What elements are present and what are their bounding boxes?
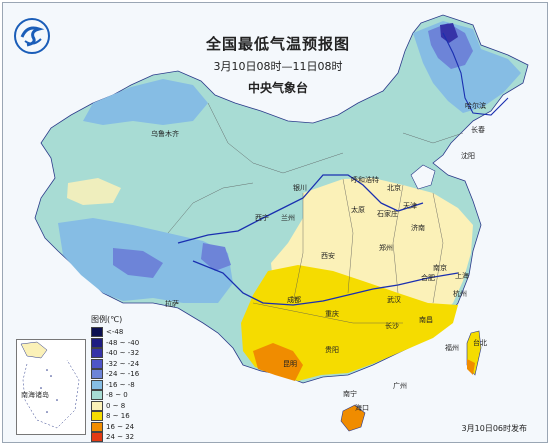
city-label: 台北 bbox=[473, 339, 487, 347]
city-label: 银川 bbox=[293, 184, 307, 192]
city-label: 北京 bbox=[387, 184, 401, 192]
city-label: 福州 bbox=[445, 344, 459, 352]
legend-swatch bbox=[91, 421, 103, 432]
south-china-sea-inset: 南海诸岛 bbox=[16, 339, 86, 435]
legend: 图例(℃) <-48 -48 ~ -40 -40 ~ -32 -32 ~ -24 -24… bbox=[91, 314, 140, 444]
legend-swatch bbox=[91, 348, 103, 359]
city-label: 沈阳 bbox=[461, 152, 475, 160]
zone-0-8-tarim bbox=[67, 178, 121, 205]
legend-item: 24 ~ 32 bbox=[91, 432, 139, 442]
city-label: 天津 bbox=[403, 202, 417, 210]
legend-swatch bbox=[91, 358, 103, 369]
legend-label: 24 ~ 32 bbox=[106, 433, 135, 442]
city-label: 西安 bbox=[321, 252, 335, 260]
cma-logo-icon bbox=[14, 18, 50, 54]
legend-label: -8 ~ 0 bbox=[106, 391, 128, 400]
city-label: 重庆 bbox=[325, 310, 339, 318]
zone-16-24-hainan bbox=[340, 404, 366, 432]
city-label: 乌鲁木齐 bbox=[151, 130, 179, 138]
legend-label: -32 ~ -24 bbox=[106, 359, 140, 368]
yangtze-river bbox=[192, 260, 459, 306]
zone-16-24-taiwan-south bbox=[467, 359, 475, 375]
legend-label: 8 ~ 16 bbox=[106, 412, 130, 421]
forecast-period: 3月10日08时—11日08时 bbox=[213, 60, 343, 73]
city-label: 海口 bbox=[355, 404, 369, 412]
legend-item: -24 ~ -16 bbox=[91, 369, 139, 380]
inset-label: 南海诸岛 bbox=[21, 391, 49, 399]
city-label: 长春 bbox=[471, 126, 485, 134]
city-label: 合肥 bbox=[421, 274, 435, 282]
city-label: 济南 bbox=[411, 224, 425, 232]
city-label: 南宁 bbox=[343, 390, 357, 398]
legend-label: <-48 bbox=[106, 328, 124, 337]
legend-label: -24 ~ -16 bbox=[106, 370, 140, 379]
zone-24-16-northeast bbox=[428, 23, 473, 69]
zone-16-24-southwest bbox=[253, 343, 303, 381]
legend-label: 16 ~ 24 bbox=[106, 422, 135, 431]
legend-item: <-48 bbox=[91, 327, 139, 338]
city-label: 长沙 bbox=[385, 322, 399, 330]
zone-24-16-tibet bbox=[113, 248, 163, 278]
legend-label: -48 ~ -40 bbox=[106, 338, 140, 347]
legend-label: -40 ~ -32 bbox=[106, 349, 140, 358]
city-label: 南昌 bbox=[419, 316, 433, 324]
zone-32-24-mohe bbox=[440, 23, 458, 43]
city-label: 广州 bbox=[393, 382, 407, 390]
legend-swatch bbox=[91, 400, 103, 411]
bohai-sea bbox=[410, 164, 436, 190]
legend-item: -40 ~ -32 bbox=[91, 348, 139, 359]
city-label: 杭州 bbox=[453, 290, 467, 298]
legend-swatch bbox=[91, 327, 103, 338]
legend-label: -16 ~ -8 bbox=[106, 380, 135, 389]
legend-item: 0 ~ 8 bbox=[91, 400, 139, 412]
china-min-temperature-map bbox=[3, 3, 547, 442]
city-label: 昆明 bbox=[283, 360, 297, 368]
zone-24-16-qinghai bbox=[201, 243, 231, 271]
agency-name: 中央气象台 bbox=[247, 81, 308, 95]
city-label: 上海 bbox=[455, 272, 469, 280]
zone-8-16 bbox=[241, 265, 458, 381]
legend-swatch bbox=[91, 411, 103, 422]
legend-item: -32 ~ -24 bbox=[91, 358, 140, 370]
city-label: 呼和浩特 bbox=[351, 176, 379, 184]
legend-swatch bbox=[91, 390, 103, 401]
city-label: 郑州 bbox=[379, 244, 393, 252]
legend-swatch bbox=[91, 337, 103, 348]
legend-item: 8 ~ 16 bbox=[91, 411, 139, 422]
city-label: 太原 bbox=[351, 206, 365, 214]
legend-item: -48 ~ -40 bbox=[91, 337, 140, 349]
city-label: 西宁 bbox=[255, 214, 269, 222]
legend-swatch bbox=[91, 379, 103, 390]
songhua-river bbox=[442, 32, 509, 116]
city-label: 石家庄 bbox=[377, 210, 398, 218]
province-boundaries bbox=[167, 102, 464, 324]
zone-16-8-xinjiang bbox=[83, 79, 208, 125]
yellow-river bbox=[177, 174, 424, 244]
legend-item: -8 ~ 0 bbox=[91, 390, 139, 401]
release-time: 3月10日06时发布 bbox=[461, 424, 527, 433]
city-label: 兰州 bbox=[281, 214, 295, 222]
legend-item: >32 bbox=[91, 443, 139, 444]
legend-item: -16 ~ -8 bbox=[91, 379, 139, 391]
map-title: 全国最低气温预报图 bbox=[205, 35, 350, 53]
legend-title: 图例(℃) bbox=[91, 315, 123, 324]
legend-swatch bbox=[91, 369, 103, 380]
city-label: 哈尔滨 bbox=[465, 102, 486, 110]
legend-rows: <-48 -48 ~ -40 -40 ~ -32 -32 ~ -24 -24 ~ -16… bbox=[91, 327, 140, 444]
city-label: 贵阳 bbox=[325, 346, 339, 354]
legend-item: 16 ~ 24 bbox=[91, 421, 139, 433]
legend-label: 0 ~ 8 bbox=[106, 401, 126, 410]
city-label: 拉萨 bbox=[165, 300, 179, 308]
legend-swatch bbox=[91, 432, 103, 442]
city-label: 南京 bbox=[433, 264, 447, 272]
city-label: 成都 bbox=[287, 296, 301, 304]
city-label: 武汉 bbox=[387, 296, 401, 304]
inset-map bbox=[20, 341, 80, 429]
